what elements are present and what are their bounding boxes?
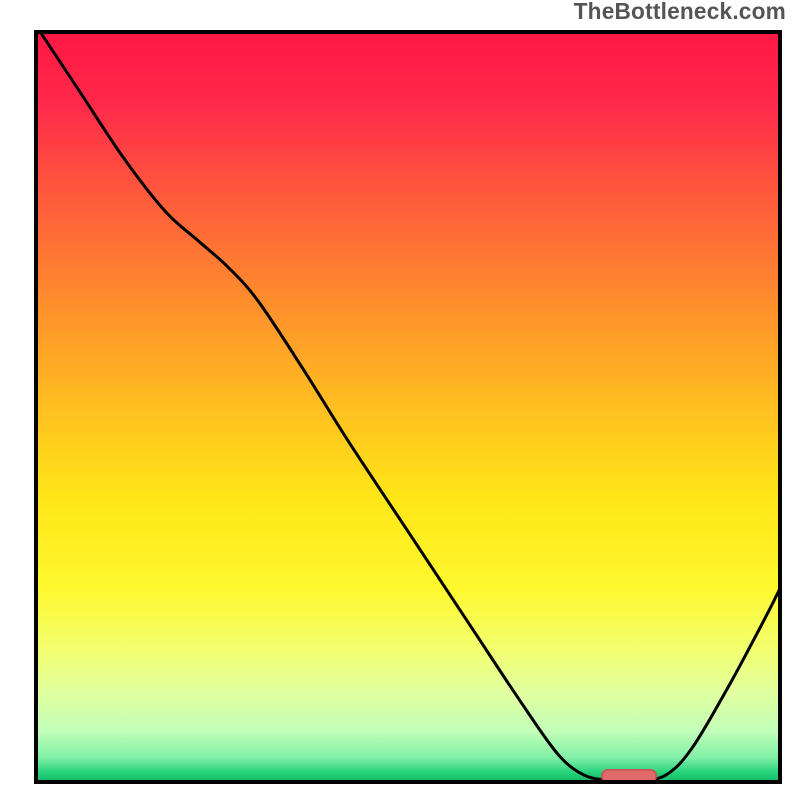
chart-stage: TheBottleneck.com <box>0 0 800 800</box>
plot-area <box>34 30 782 784</box>
bottleneck-curve <box>34 30 782 781</box>
watermark-text: TheBottleneck.com <box>574 0 786 23</box>
curve-layer <box>34 30 782 784</box>
